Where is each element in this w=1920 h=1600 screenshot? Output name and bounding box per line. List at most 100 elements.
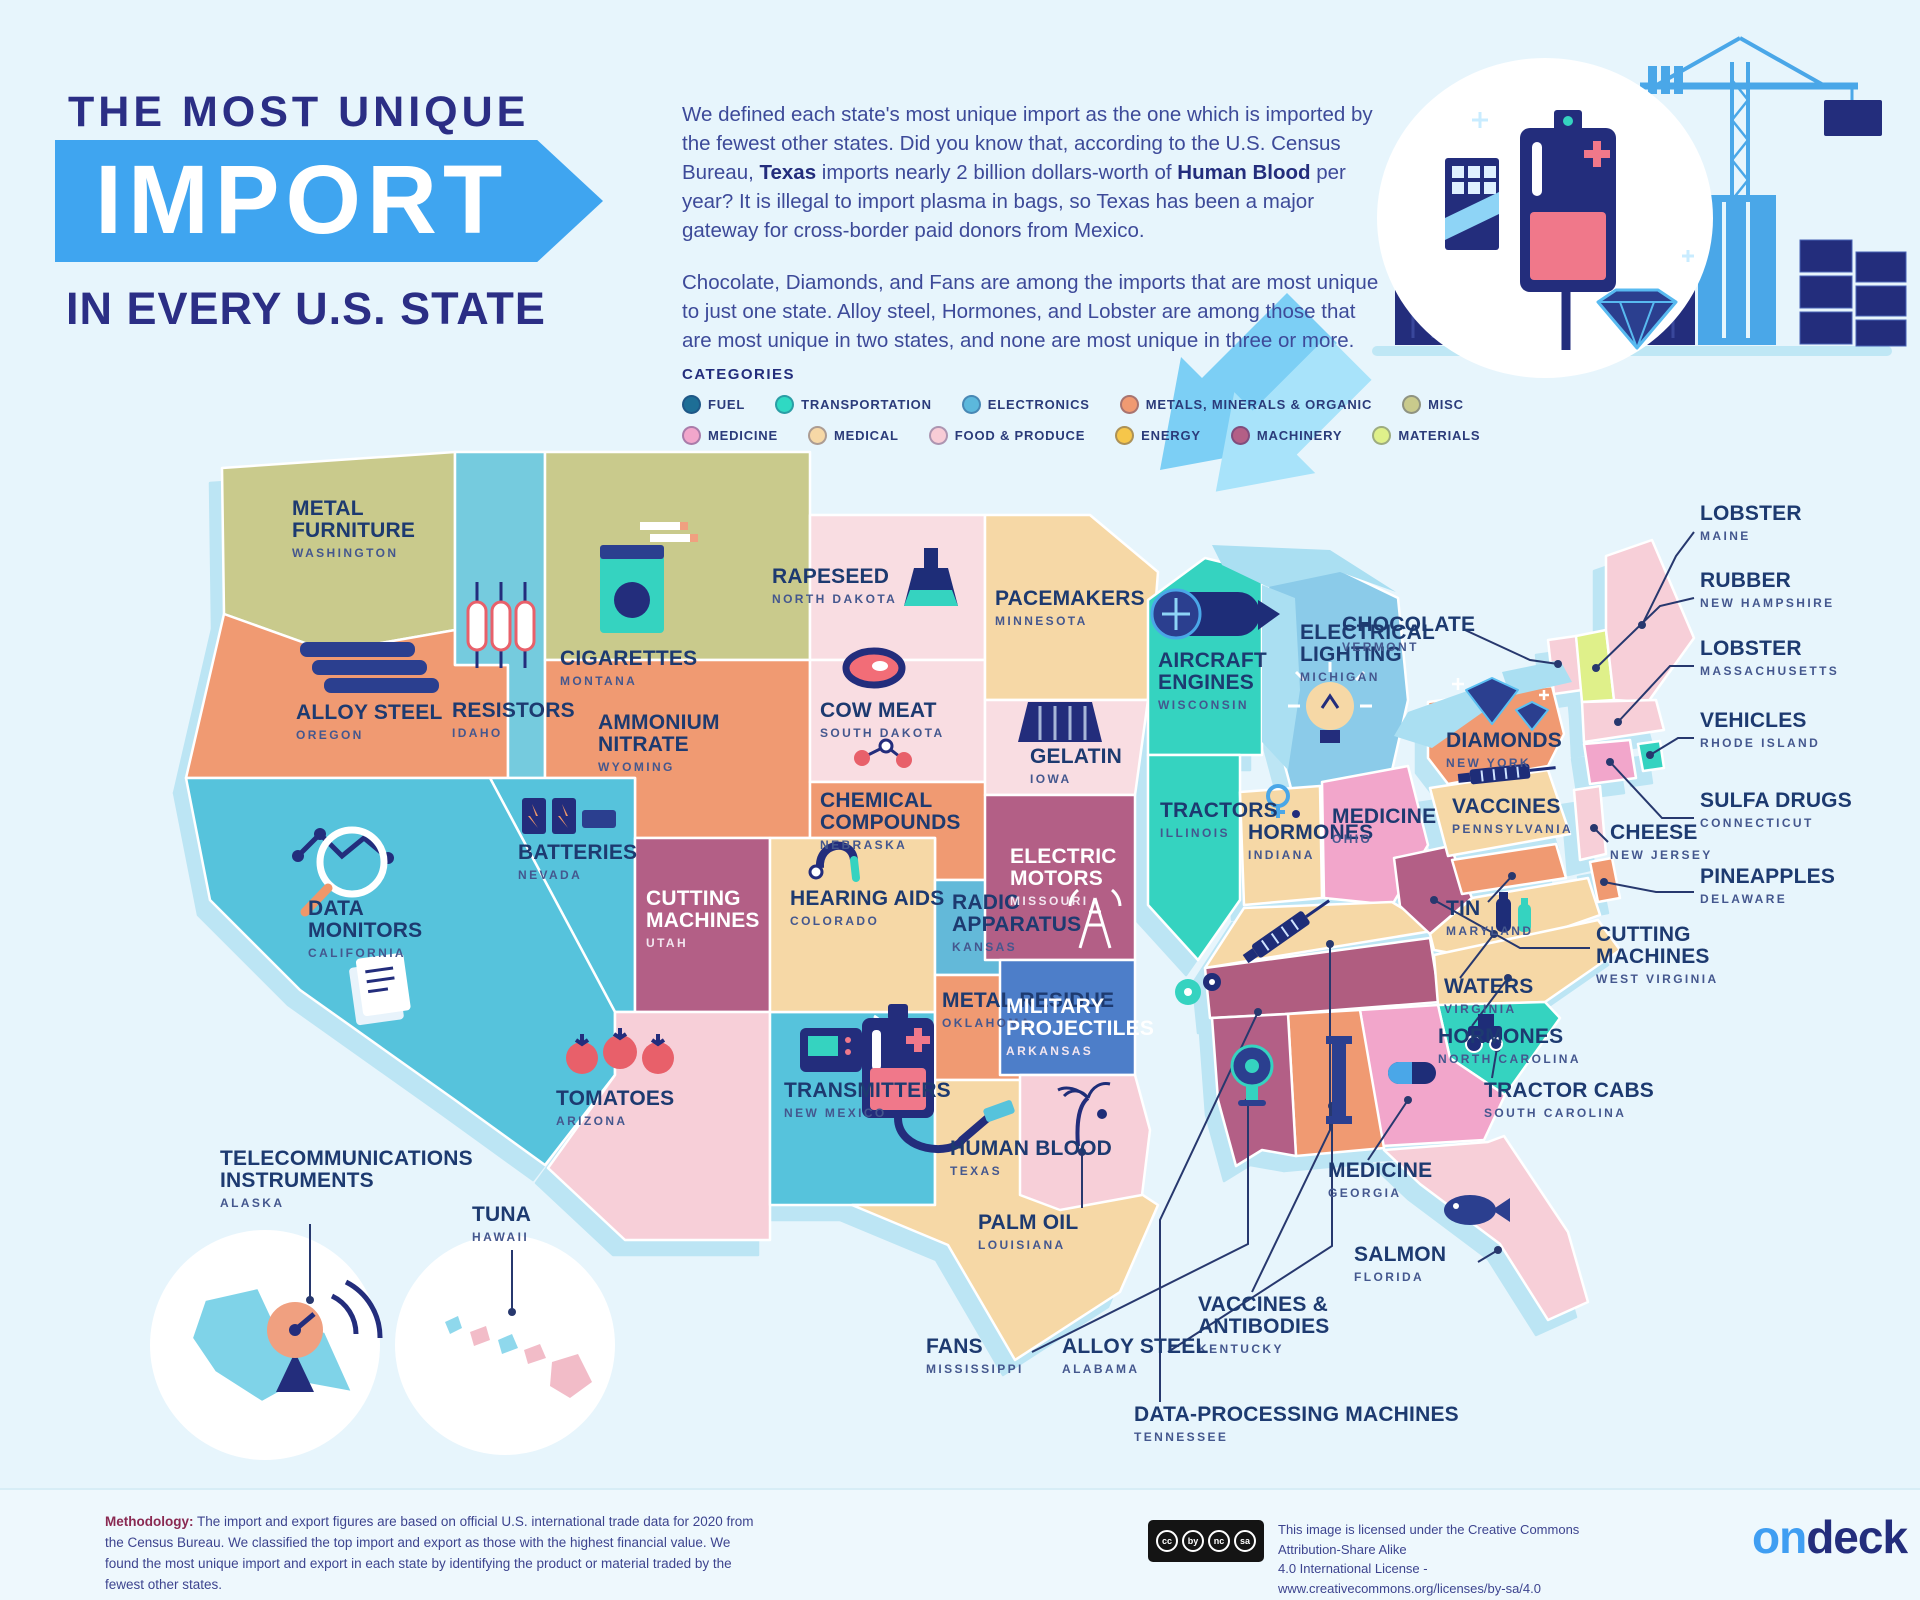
categories-legend: CATEGORIES FUEL TRANSPORTATION ELECTRONICS… — [682, 366, 1480, 457]
import-name: HUMAN BLOOD — [950, 1137, 1113, 1160]
legend-item: METALS, MINERALS & ORGANIC — [1119, 395, 1372, 414]
import-name: RADIO APPARATUS — [952, 891, 1082, 937]
title-line-3: IN EVERY U.S. STATE — [66, 283, 546, 334]
map-label-ky: VACCINES & ANTIBODIES KENTUCKY — [1198, 1293, 1358, 1356]
map-label-co: HEARING AIDS COLORADO — [790, 887, 970, 928]
leader-lines — [309, 531, 1695, 1402]
state-name: ALASKA — [220, 1196, 285, 1211]
map-label-fl: SALMON FLORIDA — [1354, 1243, 1494, 1284]
legend-item: MISC — [1402, 395, 1464, 414]
state-name: LOUISIANA — [978, 1238, 1066, 1253]
state-name: WASHINGTON — [292, 546, 399, 561]
syringe-icon — [1457, 763, 1556, 785]
map-label-ca: DATA MONITORS CALIFORNIA — [308, 897, 438, 961]
chart-magnifier-icon — [292, 826, 394, 917]
map-label-al: ALLOY STEEL ALABAMA — [1062, 1335, 1232, 1376]
map-label-tx: HUMAN BLOOD TEXAS — [950, 1137, 1130, 1178]
batteries-icon — [522, 798, 616, 834]
legend-row-2: MEDICINE MEDICAL FOOD & PRODUCE ENERGY MACHI… — [682, 426, 1480, 445]
great-lakes — [1212, 545, 1572, 770]
map-label-wi: AIRCRAFT ENGINES WISCONSIN — [1158, 649, 1288, 712]
steel-pipes-icon — [300, 642, 439, 693]
state-shape-louisiana — [1018, 1073, 1152, 1212]
import-name: AIRCRAFT ENGINES — [1158, 649, 1267, 695]
category-label: ELECTRONICS — [987, 397, 1090, 412]
hawaii-inset — [395, 1235, 615, 1455]
import-name: ALLOY STEEL — [1062, 1335, 1209, 1358]
category-dot-icon — [1230, 426, 1250, 445]
map-label-wa: METAL FURNITURE WASHINGTON — [292, 497, 462, 561]
import-name: ELECTRICAL LIGHTING — [1300, 621, 1435, 667]
import-name: LOBSTER — [1700, 637, 1802, 660]
state-name: MONTANA — [560, 674, 638, 689]
state-shape-illinois — [1146, 753, 1242, 962]
map-label-sc: TRACTOR CABS SOUTH CAROLINA — [1484, 1079, 1664, 1121]
import-name: METAL FURNITURE — [292, 497, 416, 543]
state-name: VERMONT — [1342, 640, 1419, 655]
import-name: ELECTRIC MOTORS — [1010, 845, 1117, 891]
import-name: TUNA — [472, 1203, 532, 1226]
state-name: MISSISSIPPI — [926, 1362, 1024, 1377]
state-name: CALIFORNIA — [308, 946, 406, 961]
map-label-la: PALM OIL LOUISIANA — [978, 1211, 1118, 1253]
state-name: UTAH — [646, 936, 689, 951]
syringe-icon — [1242, 899, 1331, 964]
map-label-mi: ELECTRICAL LIGHTING MICHIGAN — [1300, 621, 1450, 684]
import-name: VACCINES — [1452, 795, 1561, 818]
state-name: NEW HAMPSHIRE — [1700, 596, 1835, 611]
legend-item: MEDICINE — [682, 426, 778, 445]
import-name: HEARING AIDS — [790, 887, 945, 910]
category-label: MEDICAL — [833, 428, 899, 443]
state-name: RHODE ISLAND — [1700, 736, 1821, 751]
category-dot-icon — [1115, 426, 1135, 445]
import-name: LOBSTER — [1700, 502, 1802, 525]
map-label-ma: LOBSTER MASSACHUSETTS — [1700, 637, 1910, 678]
legend-item: MATERIALS — [1372, 426, 1480, 445]
import-name: MILITARY PROJECTILES — [1006, 995, 1155, 1041]
category-dot-icon — [682, 426, 701, 445]
license-text: This image is licensed under the Creativ… — [1278, 1522, 1580, 1596]
map-label-de: PINEAPPLES DELAWARE — [1700, 865, 1870, 906]
import-name: WATERS — [1444, 975, 1534, 998]
state-name: KANSAS — [952, 940, 1018, 955]
map-label-or: ALLOY STEEL OREGON — [296, 701, 496, 743]
diamond-icon — [1596, 288, 1678, 350]
title-line-1: THE MOST UNIQUE — [68, 88, 530, 136]
category-dot-icon — [928, 426, 948, 445]
state-name: OREGON — [296, 728, 364, 743]
import-name: TRACTOR CABS — [1484, 1079, 1655, 1102]
map-label-tn: DATA-PROCESSING MACHINES TENNESSEE — [1134, 1403, 1464, 1444]
category-dot-icon — [1402, 395, 1422, 414]
map-label-pa: VACCINES PENNSYLVANIA — [1452, 795, 1622, 836]
map-label-nv: BATTERIES NEVADA — [518, 841, 658, 882]
import-name: MEDICINE — [1332, 805, 1437, 828]
legend-item: MEDICAL — [807, 426, 899, 445]
map-label-ri: VEHICLES RHODE ISLAND — [1700, 709, 1880, 751]
import-name: COW MEAT — [820, 699, 937, 722]
documents-icon — [349, 952, 411, 1026]
state-name: MISSOURI — [1010, 894, 1089, 909]
map-label-ut: CUTTING MACHINES UTAH — [646, 887, 766, 951]
import-name: PACEMAKERS — [995, 587, 1145, 610]
import-name: TELECOMMUNICATIONS INSTRUMENTS — [220, 1147, 473, 1193]
category-dot-icon — [682, 395, 701, 414]
state-name: IOWA — [1030, 772, 1072, 787]
import-name: MEDICINE — [1328, 1159, 1433, 1182]
light-bulb-icon — [1288, 662, 1372, 743]
intro-text: We defined each state's most unique impo… — [682, 100, 1387, 355]
legend-heading: CATEGORIES — [682, 366, 796, 383]
state-name: NEW JERSEY — [1610, 848, 1713, 863]
methodology-text: Methodology: The import and export figur… — [105, 1514, 754, 1592]
map-label-mo: ELECTRIC MOTORS MISSOURI — [1010, 845, 1140, 909]
state-name: WEST VIRGINIA — [1596, 972, 1719, 987]
gears-icon — [1175, 973, 1221, 1005]
map-label-sd: COW MEAT SOUTH DAKOTA — [820, 699, 1020, 740]
state-name: HAWAII — [472, 1230, 530, 1245]
down-left-arrows — [1160, 293, 1372, 492]
import-name: CHEMICAL COMPOUNDS — [820, 789, 961, 835]
map-label-hi: TUNA HAWAII — [472, 1203, 602, 1245]
map-label-nm: TRANSMITTERS NEW MEXICO — [784, 1079, 954, 1120]
state-name: SOUTH CAROLINA — [1484, 1106, 1627, 1121]
